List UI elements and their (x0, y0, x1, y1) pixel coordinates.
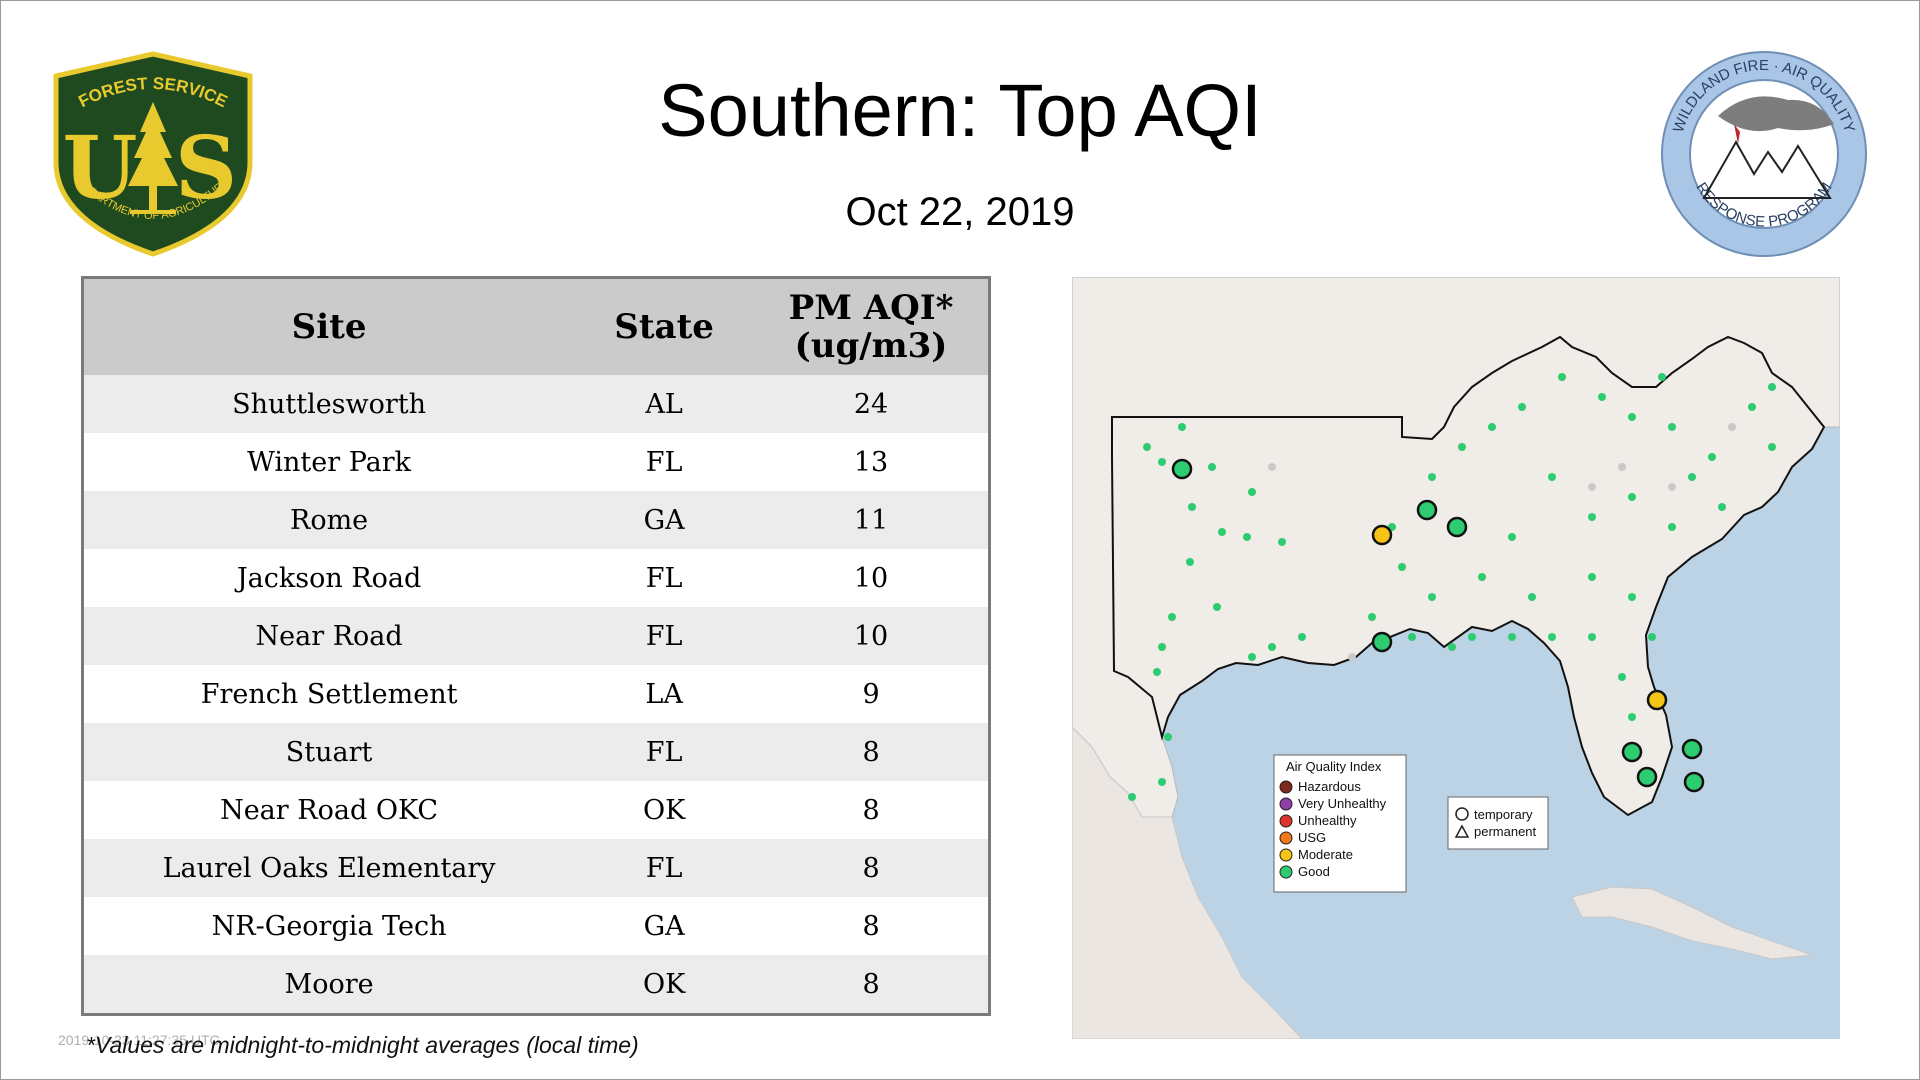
marker-type-legend: temporary permanent (1447, 796, 1549, 850)
state-cell: FL (574, 549, 755, 607)
aqi-cell: 8 (754, 839, 990, 897)
state-cell: FL (574, 607, 755, 665)
site-cell: Winter Park (82, 433, 575, 491)
table-row: Stuart FL 8 (82, 723, 990, 781)
table-row: NR-Georgia Tech GA 8 (82, 897, 990, 955)
table-header-row: Site State PM AQI* (ug/m3) (82, 277, 990, 375)
generated-timestamp: 2019-10-23 11:27:35 UTC (58, 1032, 220, 1048)
legend-moderate: Moderate (1298, 847, 1353, 862)
state-cell: LA (574, 665, 755, 723)
table-row: French Settlement LA 9 (82, 665, 990, 723)
table-row: Jackson Road FL 10 (82, 549, 990, 607)
aqi-cell: 8 (754, 897, 990, 955)
aqi-cell: 8 (754, 781, 990, 839)
aqi-cell: 9 (754, 665, 990, 723)
temporary-marker-icon (1455, 807, 1469, 821)
legend-title: Air Quality Index (1286, 759, 1382, 774)
table-row: Shuttlesworth AL 24 (82, 375, 990, 433)
aqi-cell: 10 (754, 607, 990, 665)
header-pm-aqi: PM AQI* (ug/m3) (754, 277, 990, 375)
state-cell: GA (574, 897, 755, 955)
header-pm-aqi-unit: (ug/m3) (794, 326, 948, 366)
aqi-cell: 10 (754, 549, 990, 607)
site-cell: Near Road (82, 607, 575, 665)
state-cell: OK (574, 955, 755, 1015)
state-cell: AL (574, 375, 755, 433)
legend-usg: USG (1298, 830, 1326, 845)
map-highlighted-sites (1171, 458, 1705, 793)
aqi-cell: 13 (754, 433, 990, 491)
state-cell: OK (574, 781, 755, 839)
forest-service-logo: FOREST SERVICE U S DEPARTMENT OF AGRICUL… (53, 51, 253, 257)
aqi-cell: 8 (754, 723, 990, 781)
site-cell: Rome (82, 491, 575, 549)
header-pm-aqi-label: PM AQI* (788, 288, 954, 328)
table-row: Laurel Oaks Elementary FL 8 (82, 839, 990, 897)
state-cell: GA (574, 491, 755, 549)
map-sites-inactive (1268, 423, 1736, 661)
legend-temporary: temporary (1474, 807, 1533, 822)
legend-very-unhealthy: Very Unhealthy (1298, 796, 1387, 811)
site-cell: Moore (82, 955, 575, 1015)
site-cell: French Settlement (82, 665, 575, 723)
site-cell: NR-Georgia Tech (82, 897, 575, 955)
table-row: Winter Park FL 13 (82, 433, 990, 491)
aqi-cell: 24 (754, 375, 990, 433)
legend-good: Good (1298, 864, 1330, 879)
header-state: State (574, 277, 755, 375)
map-cuba (1571, 886, 1813, 960)
aqi-cell: 8 (754, 955, 990, 1015)
top-aqi-table: Site State PM AQI* (ug/m3) Shuttlesworth… (81, 276, 991, 1016)
table-row: Rome GA 11 (82, 491, 990, 549)
legend-hazardous: Hazardous (1298, 779, 1361, 794)
state-cell: FL (574, 433, 755, 491)
site-cell: Near Road OKC (82, 781, 575, 839)
state-cell: FL (574, 723, 755, 781)
permanent-marker-icon (1454, 824, 1470, 838)
site-cell: Laurel Oaks Elementary (82, 839, 575, 897)
header-site: Site (82, 277, 575, 375)
legend-permanent: permanent (1474, 824, 1537, 839)
map-mexico (1072, 726, 1303, 1039)
wildland-fire-air-quality-logo: WILDLAND FIRE · AIR QUALITY RESPONSE PRO… (1661, 51, 1867, 257)
table-row: Near Road FL 10 (82, 607, 990, 665)
aqi-legend: Air Quality Index Hazardous Very Unhealt… (1273, 754, 1407, 893)
report-date: Oct 22, 2019 (845, 190, 1075, 234)
legend-unhealthy: Unhealthy (1298, 813, 1357, 828)
aqi-cell: 11 (754, 491, 990, 549)
site-cell: Shuttlesworth (82, 375, 575, 433)
page-title: Southern: Top AQI (658, 69, 1262, 152)
site-cell: Jackson Road (82, 549, 575, 607)
map-sites-good (1128, 373, 1776, 801)
southern-region-aqi-map: Air Quality Index Hazardous Very Unhealt… (1072, 277, 1840, 1039)
svg-text:U: U (63, 118, 138, 219)
table-row: Near Road OKC OK 8 (82, 781, 990, 839)
site-cell: Stuart (82, 723, 575, 781)
footnote: *Values are midnight-to-midnight average… (86, 1032, 639, 1058)
table-row: Moore OK 8 (82, 955, 990, 1015)
state-cell: FL (574, 839, 755, 897)
svg-text:S: S (175, 118, 237, 219)
